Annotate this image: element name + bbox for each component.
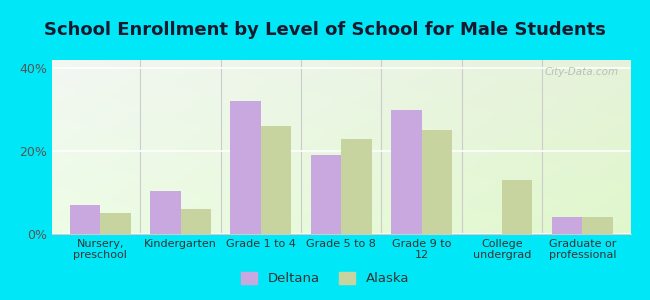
Bar [150,190,181,234]
Text: School Enrollment by Level of School for Male Students: School Enrollment by Level of School for… [44,21,606,39]
Bar [422,130,452,234]
Bar [100,213,131,234]
Bar [502,180,532,234]
Bar [181,209,211,234]
Bar [552,218,582,234]
Bar [341,139,372,234]
Bar [582,218,613,234]
Bar [311,155,341,234]
Text: City-Data.com: City-Data.com [545,67,619,77]
Bar [391,110,422,234]
Legend: Deltana, Alaska: Deltana, Alaska [235,266,415,290]
Bar [261,126,291,234]
Bar [70,205,100,234]
Bar [230,101,261,234]
